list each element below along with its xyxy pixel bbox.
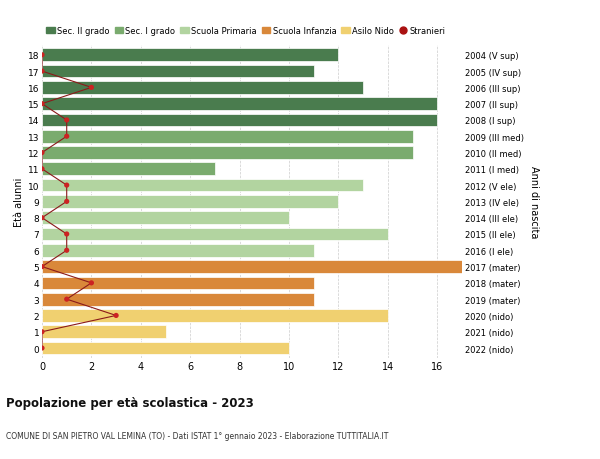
Bar (42, 261, 462, 273)
Point (37, 52, 47, 59)
Point (37, 166, 47, 173)
Bar (42, 163, 215, 176)
Bar (42, 293, 314, 306)
Point (112, 312, 121, 319)
Point (86, 280, 96, 287)
Bar (42, 342, 289, 355)
Point (62, 133, 71, 140)
Bar (42, 147, 413, 160)
Bar (42, 228, 388, 241)
Bar (42, 82, 363, 95)
Y-axis label: Anni di nascita: Anni di nascita (529, 166, 539, 238)
Bar (42, 131, 413, 143)
Legend: Sec. II grado, Sec. I grado, Scuola Primaria, Scuola Infanzia, Asilo Nido, Stran: Sec. II grado, Sec. I grado, Scuola Prim… (46, 27, 446, 35)
Bar (42, 98, 437, 111)
Point (37, 263, 47, 271)
Point (37, 150, 47, 157)
Y-axis label: Età alunni: Età alunni (14, 177, 23, 227)
Point (37, 68, 47, 76)
Point (62, 182, 71, 190)
Point (62, 296, 71, 303)
Point (37, 345, 47, 352)
Text: COMUNE DI SAN PIETRO VAL LEMINA (TO) - Dati ISTAT 1° gennaio 2023 - Elaborazione: COMUNE DI SAN PIETRO VAL LEMINA (TO) - D… (6, 431, 388, 440)
Point (62, 117, 71, 124)
Bar (42, 114, 437, 127)
Point (62, 198, 71, 206)
Bar (42, 277, 314, 290)
Bar (42, 196, 338, 208)
Bar (42, 212, 289, 224)
Bar (42, 49, 338, 62)
Bar (42, 309, 388, 322)
Bar (42, 326, 166, 338)
Bar (42, 66, 314, 78)
Point (62, 247, 71, 254)
Point (37, 214, 47, 222)
Point (62, 231, 71, 238)
Point (86, 84, 96, 92)
Bar (42, 244, 314, 257)
Text: Popolazione per età scolastica - 2023: Popolazione per età scolastica - 2023 (6, 396, 254, 409)
Bar (42, 179, 363, 192)
Point (37, 328, 47, 336)
Point (37, 101, 47, 108)
